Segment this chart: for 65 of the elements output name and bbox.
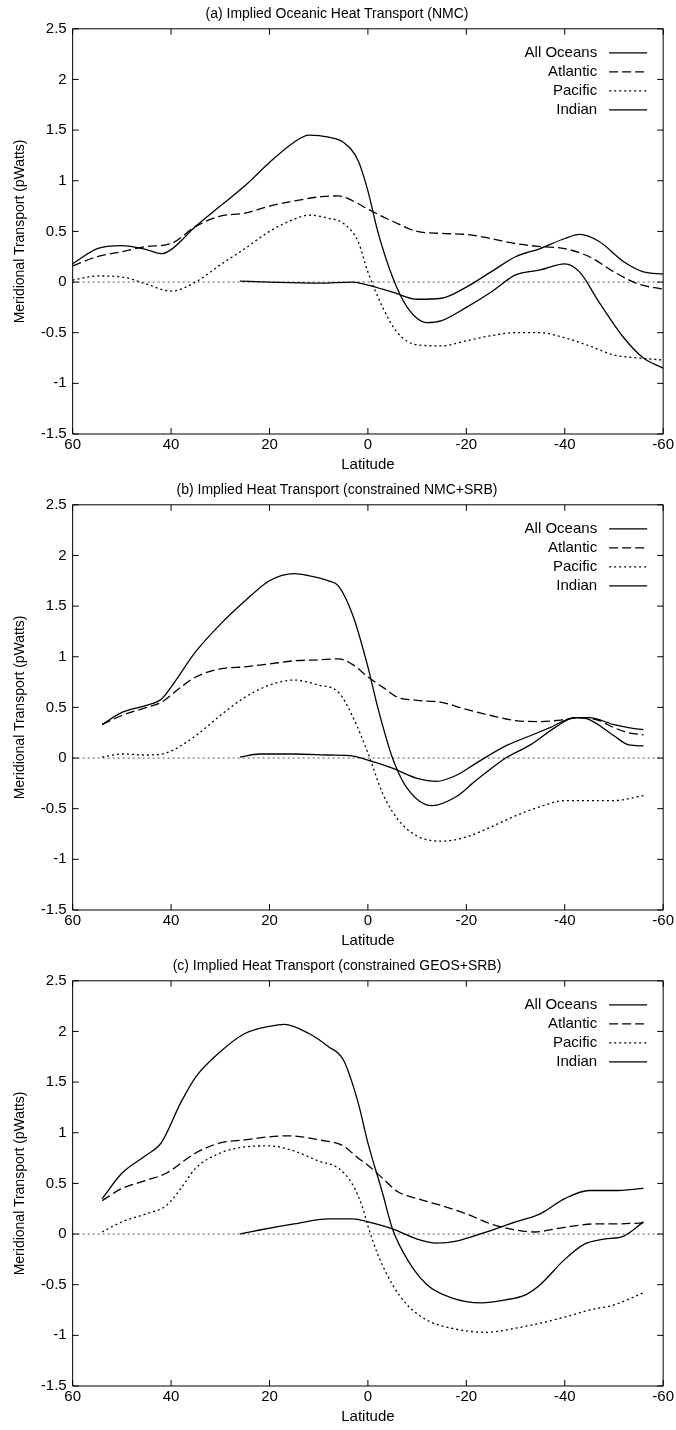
x-tick-label: -20 [455,911,478,929]
x-tick-label: -40 [553,911,576,929]
legend-label: Atlantic [547,61,598,79]
y-tick-label: 2 [58,545,67,563]
x-tick-label: -40 [553,435,576,453]
x-tick-label: 0 [363,435,373,453]
x-axis-title: Latitude [341,455,395,473]
x-tick-label: 0 [363,911,373,929]
legend-label: Pacific [552,80,598,98]
y-tick-label: 0.5 [45,1173,67,1191]
x-axis-title: Latitude [341,1407,395,1425]
x-tick-label: -20 [455,435,478,453]
x-tick-label: 20 [261,911,278,929]
x-tick-label: -40 [553,1387,576,1405]
y-tick-label: -0.5 [40,1274,67,1292]
legend-label: All Oceans [524,518,598,536]
chart-title: (b) Implied Heat Transport (constrained NMC+SRB) [176,481,498,498]
y-tick-label: -0.5 [40,322,67,340]
y-tick-label: -1 [53,1325,67,1343]
legend-label: Indian [556,1051,598,1069]
x-tick-label: 40 [162,1387,180,1405]
y-tick-label: 1 [58,646,67,664]
y-tick-label: 2.5 [45,18,67,36]
y-tick-label: 2 [58,69,67,87]
legend-label: All Oceans [524,42,598,60]
x-tick-label: 20 [261,1387,278,1405]
y-tick-label: 2.5 [45,970,67,988]
x-tick-label: -60 [652,435,674,453]
legend-label: Indian [556,99,598,117]
x-tick-label: -20 [455,1387,478,1405]
legend-label: Atlantic [547,537,598,555]
x-tick-label: 40 [162,435,180,453]
y-tick-label: 1 [58,1122,67,1140]
x-tick-label: -60 [652,1387,674,1405]
y-tick-label: 1.5 [45,596,67,614]
y-tick-label: -1 [53,849,67,867]
y-tick-label: 0 [58,1224,67,1242]
y-tick-label: -0.5 [40,798,67,816]
y-axis-title: Meridional Transport (pWatts) [11,1091,28,1276]
y-tick-label: 1.5 [45,120,67,138]
y-tick-label: 1.5 [45,1072,67,1090]
y-axis-title: Meridional Transport (pWatts) [11,139,28,324]
legend-label: All Oceans [524,994,598,1012]
y-tick-label: 0 [58,748,67,766]
y-tick-label: 2.5 [45,494,67,512]
y-tick-label: -1 [53,373,67,391]
legend-label: Pacific [552,556,598,574]
y-tick-label: 1 [58,170,67,188]
legend-label: Atlantic [547,1013,598,1031]
legend-label: Pacific [552,1032,598,1050]
x-axis-title: Latitude [341,931,395,949]
chart-title: (a) Implied Oceanic Heat Transport (NMC) [205,5,469,22]
x-tick-label: 0 [363,1387,373,1405]
x-tick-label: -60 [652,911,674,929]
line-series [101,679,645,842]
y-tick-label: 0 [58,272,67,290]
y-tick-label: 0.5 [45,221,67,239]
y-tick-label: 0.5 [45,697,67,715]
y-axis-title: Meridional Transport (pWatts) [11,615,28,800]
y-tick-label: 2 [58,1021,67,1039]
x-tick-label: 20 [261,435,278,453]
legend-label: Indian [556,575,598,593]
chart-title: (c) Implied Heat Transport (constrained GEOS+SRB) [172,957,502,974]
x-tick-label: 40 [162,911,180,929]
line-series [101,1145,645,1333]
